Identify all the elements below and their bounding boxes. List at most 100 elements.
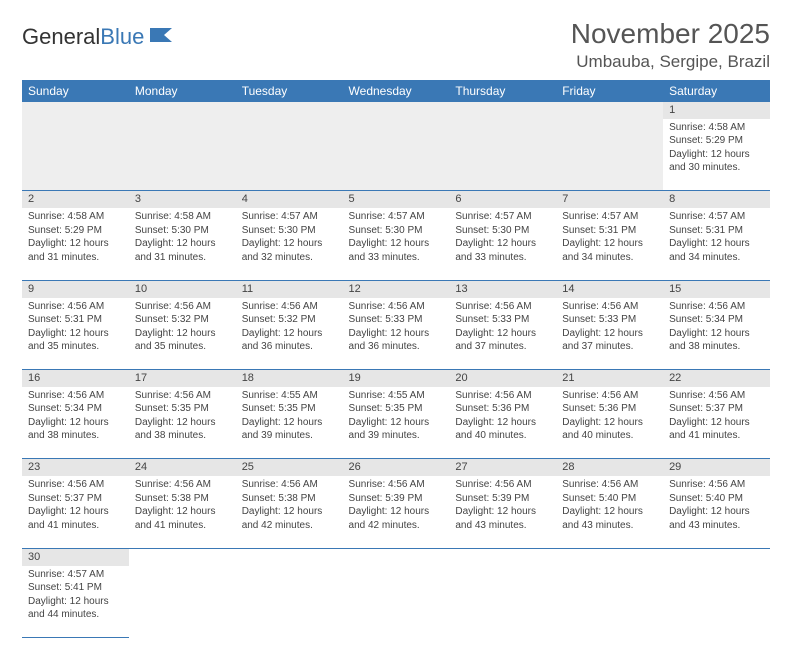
weekday-header: Saturday <box>663 80 770 102</box>
month-title: November 2025 <box>571 18 770 50</box>
day-cell: Sunrise: 4:56 AMSunset: 5:39 PMDaylight:… <box>343 476 450 548</box>
daynum-row: 16171819202122 <box>22 370 770 387</box>
day-number-cell <box>449 548 556 565</box>
day-number-cell <box>343 102 450 119</box>
daylight-text: Daylight: 12 hours and 41 minutes. <box>135 505 230 532</box>
sunrise-text: Sunrise: 4:56 AM <box>28 389 123 403</box>
sunrise-text: Sunrise: 4:57 AM <box>242 210 337 224</box>
sunset-text: Sunset: 5:33 PM <box>455 313 550 327</box>
day-number-cell: 28 <box>556 459 663 476</box>
daylight-text: Daylight: 12 hours and 33 minutes. <box>349 237 444 264</box>
day-number-cell: 24 <box>129 459 236 476</box>
sunrise-text: Sunrise: 4:56 AM <box>669 478 764 492</box>
sunrise-text: Sunrise: 4:57 AM <box>455 210 550 224</box>
sunset-text: Sunset: 5:34 PM <box>28 402 123 416</box>
day-cell: Sunrise: 4:56 AMSunset: 5:32 PMDaylight:… <box>236 298 343 370</box>
sunset-text: Sunset: 5:40 PM <box>669 492 764 506</box>
header: GeneralBlue November 2025 Umbauba, Sergi… <box>22 18 770 72</box>
day-cell: Sunrise: 4:56 AMSunset: 5:35 PMDaylight:… <box>129 387 236 459</box>
day-cell: Sunrise: 4:57 AMSunset: 5:30 PMDaylight:… <box>343 208 450 280</box>
sunset-text: Sunset: 5:35 PM <box>349 402 444 416</box>
day-number-cell <box>663 548 770 565</box>
day-number-cell: 29 <box>663 459 770 476</box>
day-cell: Sunrise: 4:56 AMSunset: 5:31 PMDaylight:… <box>22 298 129 370</box>
sunrise-text: Sunrise: 4:56 AM <box>135 389 230 403</box>
day-number-cell: 17 <box>129 370 236 387</box>
sunset-text: Sunset: 5:31 PM <box>669 224 764 238</box>
weekday-header: Tuesday <box>236 80 343 102</box>
sunset-text: Sunset: 5:39 PM <box>455 492 550 506</box>
sunset-text: Sunset: 5:36 PM <box>562 402 657 416</box>
daylight-text: Daylight: 12 hours and 43 minutes. <box>669 505 764 532</box>
week-row: Sunrise: 4:56 AMSunset: 5:37 PMDaylight:… <box>22 476 770 548</box>
sunrise-text: Sunrise: 4:56 AM <box>28 478 123 492</box>
day-number-cell: 18 <box>236 370 343 387</box>
day-cell: Sunrise: 4:56 AMSunset: 5:33 PMDaylight:… <box>449 298 556 370</box>
day-number-cell <box>129 548 236 565</box>
day-number-cell: 6 <box>449 191 556 208</box>
sunrise-text: Sunrise: 4:56 AM <box>455 300 550 314</box>
week-row: Sunrise: 4:58 AMSunset: 5:29 PMDaylight:… <box>22 119 770 191</box>
daylight-text: Daylight: 12 hours and 36 minutes. <box>242 327 337 354</box>
daylight-text: Daylight: 12 hours and 39 minutes. <box>242 416 337 443</box>
flag-icon <box>150 24 176 50</box>
sunset-text: Sunset: 5:35 PM <box>242 402 337 416</box>
day-number-cell: 1 <box>663 102 770 119</box>
daylight-text: Daylight: 12 hours and 38 minutes. <box>135 416 230 443</box>
daylight-text: Daylight: 12 hours and 31 minutes. <box>28 237 123 264</box>
day-cell: Sunrise: 4:57 AMSunset: 5:41 PMDaylight:… <box>22 566 129 638</box>
day-cell: Sunrise: 4:56 AMSunset: 5:33 PMDaylight:… <box>343 298 450 370</box>
daylight-text: Daylight: 12 hours and 34 minutes. <box>562 237 657 264</box>
daylight-text: Daylight: 12 hours and 37 minutes. <box>562 327 657 354</box>
sunset-text: Sunset: 5:39 PM <box>349 492 444 506</box>
logo-text-2: Blue <box>100 24 144 50</box>
sunset-text: Sunset: 5:31 PM <box>562 224 657 238</box>
week-row: Sunrise: 4:56 AMSunset: 5:34 PMDaylight:… <box>22 387 770 459</box>
week-row: Sunrise: 4:57 AMSunset: 5:41 PMDaylight:… <box>22 566 770 638</box>
sunset-text: Sunset: 5:37 PM <box>28 492 123 506</box>
weekday-header: Monday <box>129 80 236 102</box>
day-cell: Sunrise: 4:56 AMSunset: 5:32 PMDaylight:… <box>129 298 236 370</box>
day-number-cell: 12 <box>343 280 450 297</box>
daynum-row: 9101112131415 <box>22 280 770 297</box>
day-number-cell: 2 <box>22 191 129 208</box>
day-number-cell: 19 <box>343 370 450 387</box>
day-number-cell: 25 <box>236 459 343 476</box>
day-number-cell <box>556 102 663 119</box>
day-number-cell: 5 <box>343 191 450 208</box>
sunset-text: Sunset: 5:30 PM <box>135 224 230 238</box>
daynum-row: 1 <box>22 102 770 119</box>
day-number-cell: 13 <box>449 280 556 297</box>
sunset-text: Sunset: 5:29 PM <box>669 134 764 148</box>
sunrise-text: Sunrise: 4:56 AM <box>135 300 230 314</box>
sunset-text: Sunset: 5:38 PM <box>242 492 337 506</box>
daylight-text: Daylight: 12 hours and 39 minutes. <box>349 416 444 443</box>
sunset-text: Sunset: 5:33 PM <box>562 313 657 327</box>
weekday-header: Sunday <box>22 80 129 102</box>
sunrise-text: Sunrise: 4:56 AM <box>562 300 657 314</box>
sunrise-text: Sunrise: 4:56 AM <box>349 478 444 492</box>
calendar-table: Sunday Monday Tuesday Wednesday Thursday… <box>22 80 770 638</box>
day-cell: Sunrise: 4:58 AMSunset: 5:29 PMDaylight:… <box>663 119 770 191</box>
daylight-text: Daylight: 12 hours and 43 minutes. <box>562 505 657 532</box>
day-cell <box>129 119 236 191</box>
weekday-header: Friday <box>556 80 663 102</box>
sunrise-text: Sunrise: 4:56 AM <box>669 389 764 403</box>
sunrise-text: Sunrise: 4:58 AM <box>669 121 764 135</box>
day-number-cell: 21 <box>556 370 663 387</box>
day-number-cell: 9 <box>22 280 129 297</box>
day-number-cell: 7 <box>556 191 663 208</box>
day-number-cell: 11 <box>236 280 343 297</box>
day-cell: Sunrise: 4:56 AMSunset: 5:39 PMDaylight:… <box>449 476 556 548</box>
sunset-text: Sunset: 5:32 PM <box>242 313 337 327</box>
sunrise-text: Sunrise: 4:58 AM <box>28 210 123 224</box>
day-cell <box>449 566 556 638</box>
daylight-text: Daylight: 12 hours and 37 minutes. <box>455 327 550 354</box>
day-cell <box>22 119 129 191</box>
sunrise-text: Sunrise: 4:56 AM <box>349 300 444 314</box>
logo-text-1: General <box>22 24 100 50</box>
daylight-text: Daylight: 12 hours and 38 minutes. <box>28 416 123 443</box>
sunrise-text: Sunrise: 4:56 AM <box>28 300 123 314</box>
day-number-cell: 8 <box>663 191 770 208</box>
sunset-text: Sunset: 5:33 PM <box>349 313 444 327</box>
